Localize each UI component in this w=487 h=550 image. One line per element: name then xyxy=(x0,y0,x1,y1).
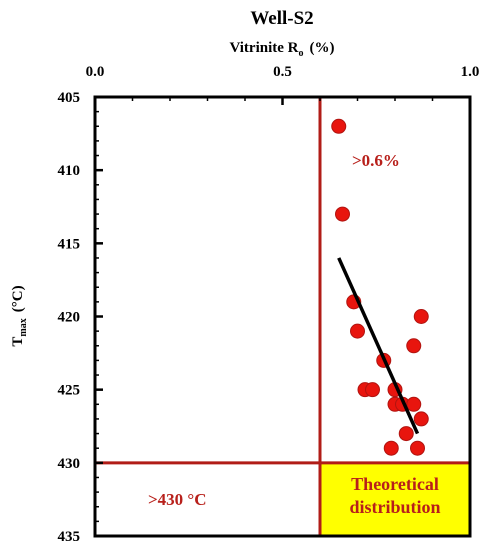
data-point xyxy=(406,338,422,354)
data-point xyxy=(413,309,429,324)
plot-frame xyxy=(93,95,472,538)
y-tick-label: 415 xyxy=(58,236,81,252)
y-axis-ticks: 405 410 415 420 425 430 435 xyxy=(58,90,103,545)
x-tick-label: 1.0 xyxy=(461,64,480,80)
data-point xyxy=(398,426,414,442)
x-axis-label: Vitrinite Ro (%) xyxy=(229,40,334,59)
y-axis-label-unit: (°C) xyxy=(10,285,26,312)
data-point xyxy=(413,411,429,427)
data-point xyxy=(406,396,422,412)
y-tick-label: 425 xyxy=(58,383,81,399)
y-axis-label-sub: max xyxy=(18,318,29,336)
box-label-line1: Theoretical xyxy=(351,474,439,494)
y-tick-label: 405 xyxy=(58,90,81,106)
data-point xyxy=(365,382,380,398)
x-axis-label-main: Vitrinite R xyxy=(229,40,298,56)
x-tick-label: 0.5 xyxy=(273,64,292,80)
tmax-threshold-annotation: >430 °C xyxy=(148,490,207,509)
box-label-line2: distribution xyxy=(349,497,440,517)
x-axis-label-sub: o xyxy=(299,48,304,59)
data-points xyxy=(331,118,429,456)
x-tick-label: 0.0 xyxy=(86,64,105,80)
y-tick-label: 410 xyxy=(58,163,81,179)
trend-line xyxy=(337,257,420,435)
y-axis-label: Tmax (°C) xyxy=(10,285,29,346)
data-point xyxy=(331,118,347,134)
y-tick-label: 435 xyxy=(58,529,81,545)
y-tick-label: 420 xyxy=(58,310,81,326)
data-point xyxy=(335,206,350,222)
y-tick-label: 430 xyxy=(58,456,81,472)
ro-threshold-annotation: >0.6% xyxy=(352,151,400,170)
x-axis-label-unit: (%) xyxy=(310,40,335,56)
chart-title: Well-S2 xyxy=(250,8,313,29)
x-axis-ticks: 0.0 0.5 1.0 xyxy=(86,64,480,105)
data-point xyxy=(350,323,365,339)
data-point xyxy=(410,440,425,456)
y-axis-label-main: T xyxy=(10,337,26,347)
data-point xyxy=(383,440,399,456)
theoretical-distribution-box xyxy=(320,462,470,536)
